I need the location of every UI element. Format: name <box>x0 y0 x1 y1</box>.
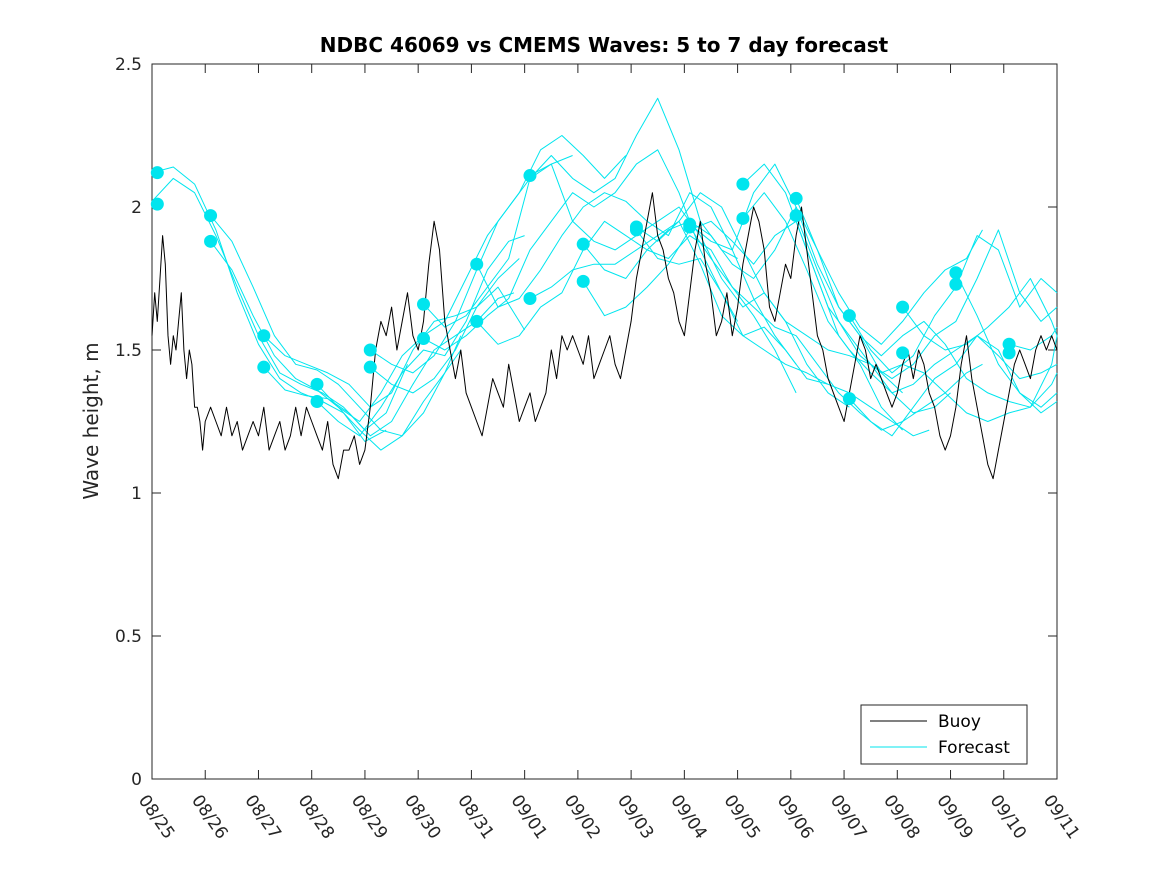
forecast-series-line <box>151 166 387 442</box>
forecast-series-line <box>636 192 951 414</box>
forecast-start-marker <box>949 266 963 280</box>
legend: Buoy Forecast <box>860 704 1028 765</box>
forecast-start-markers <box>150 166 1016 408</box>
forecast-start-marker <box>150 197 164 211</box>
y-tick-label: 2.5 <box>115 55 142 75</box>
buoy-series-group <box>151 192 1058 480</box>
forecast-start-marker <box>576 274 590 288</box>
forecast-series-line <box>210 215 462 437</box>
forecast-start-marker <box>523 169 537 183</box>
forecast-series-line <box>849 335 1058 437</box>
forecast-start-marker <box>470 314 484 328</box>
forecast-series-line <box>370 135 627 374</box>
y-tick-label: 0 <box>131 770 142 790</box>
forecast-start-marker <box>842 392 856 406</box>
forecast-start-marker <box>789 209 803 223</box>
forecast-start-marker <box>150 166 164 180</box>
y-tick-label: 2 <box>131 198 142 218</box>
forecast-series-line <box>689 163 983 345</box>
forecast-series-line <box>902 278 1058 351</box>
forecast-series-line <box>795 198 1058 408</box>
forecast-start-marker <box>736 177 750 191</box>
forecast-series-line <box>476 220 797 394</box>
forecast-start-marker <box>310 377 324 391</box>
forecast-start-marker <box>523 292 537 306</box>
forecast-start-marker <box>417 332 430 346</box>
forecast-start-marker <box>683 220 697 234</box>
chart-title: NDBC 46069 vs CMEMS Waves: 5 to 7 day fo… <box>320 33 889 57</box>
y-tick-label: 1 <box>131 484 142 504</box>
forecast-series-line <box>955 272 1058 414</box>
forecast-series-line <box>795 215 1058 422</box>
y-axis-label: Wave height, m <box>79 342 103 499</box>
forecast-start-marker <box>204 209 218 223</box>
forecast-series-line <box>476 192 797 365</box>
forecast-start-marker <box>470 257 484 271</box>
forecast-series-line <box>423 97 738 328</box>
y-tick-label: 0.5 <box>115 627 142 647</box>
forecast-start-marker <box>896 346 910 360</box>
forecast-series-line <box>635 229 930 437</box>
forecast-start-marker <box>363 360 377 374</box>
forecast-start-marker <box>257 360 271 374</box>
forecast-start-marker <box>363 343 377 357</box>
forecast-start-marker <box>1002 346 1016 360</box>
y-axis: 0 0.5 1 1.5 2 2.5 <box>115 55 1057 790</box>
forecast-start-marker <box>204 234 218 248</box>
forecast-start-marker <box>310 394 324 408</box>
forecast-start-marker <box>896 300 910 314</box>
forecast-start-marker <box>257 329 271 343</box>
forecast-series-line <box>369 286 526 394</box>
forecast-start-marker <box>629 223 643 237</box>
forecast-start-marker <box>949 277 963 291</box>
legend-label-buoy: Buoy <box>938 712 981 732</box>
forecast-start-marker <box>789 191 803 205</box>
forecast-series-line <box>1008 326 1058 351</box>
y-tick-label: 1.5 <box>115 341 142 361</box>
forecast-series-line <box>742 192 1058 394</box>
legend-label-forecast: Forecast <box>938 738 1010 758</box>
forecast-start-marker <box>842 309 856 323</box>
forecast-start-marker <box>736 211 750 225</box>
forecast-start-marker <box>417 297 430 311</box>
forecast-series-line <box>316 235 525 437</box>
plot-frame <box>151 63 1058 780</box>
buoy-series-line <box>151 192 1058 480</box>
forecast-start-marker <box>576 237 590 251</box>
legend-box <box>860 704 1028 765</box>
